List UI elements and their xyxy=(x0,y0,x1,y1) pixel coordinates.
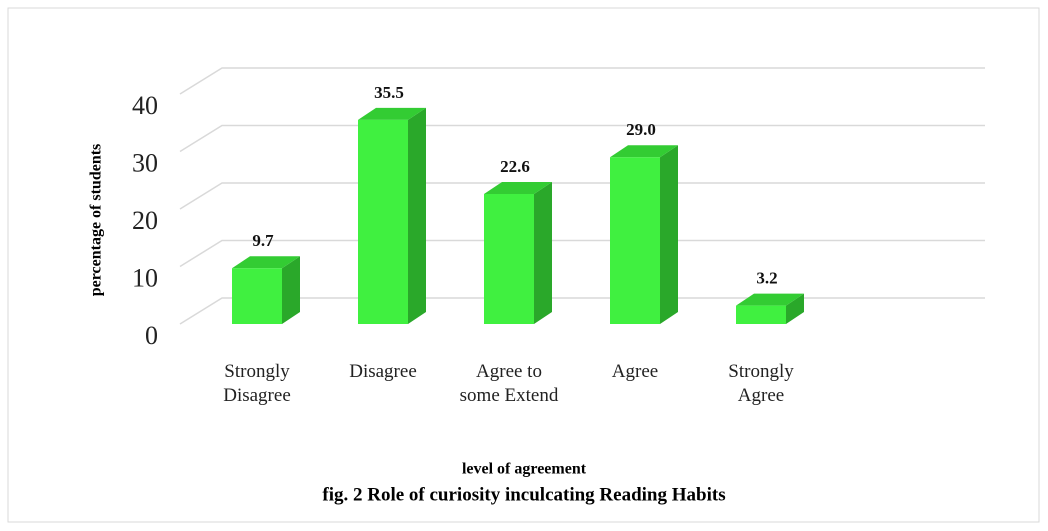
x-tick-label: Disagree xyxy=(349,361,417,382)
bar xyxy=(610,145,678,324)
bar xyxy=(736,293,804,324)
bar-side xyxy=(660,145,678,324)
grid-line xyxy=(179,182,985,210)
bar-side xyxy=(786,293,804,324)
grid-line xyxy=(179,239,985,268)
grid-line xyxy=(179,67,985,95)
bar xyxy=(358,107,426,324)
data-label: 35.5 xyxy=(374,83,404,102)
bar-front xyxy=(232,268,282,324)
y-axis-title: percentage of students xyxy=(88,144,105,297)
bar-front xyxy=(736,305,786,324)
bar-front xyxy=(484,194,534,324)
x-tick-label: Strongly Disagree xyxy=(223,361,291,406)
bar-front xyxy=(358,119,408,324)
bar-front xyxy=(610,157,660,324)
bar-top xyxy=(484,182,552,195)
x-axis-title: level of agreement xyxy=(462,461,587,478)
grid-line xyxy=(179,124,985,153)
bar-side xyxy=(534,182,552,324)
x-tick-label: Strongly Agree xyxy=(728,361,794,406)
data-label: 22.6 xyxy=(500,157,530,176)
bar-top xyxy=(358,107,426,120)
bar xyxy=(232,256,300,324)
chart-border xyxy=(7,7,1040,523)
bar-top xyxy=(736,293,804,306)
y-tick-label: 0 xyxy=(145,321,158,350)
bar-top xyxy=(232,256,300,269)
y-tick-label: 40 xyxy=(132,91,158,120)
y-tick-label: 20 xyxy=(132,206,158,235)
bar-top xyxy=(610,145,678,158)
y-tick-label: 10 xyxy=(132,263,158,292)
x-tick-label: Agree xyxy=(611,361,659,382)
grid-line xyxy=(179,297,985,325)
bar xyxy=(484,182,552,324)
data-label: 29.0 xyxy=(626,120,656,139)
bar-side xyxy=(282,256,300,324)
caption: fig. 2 Role of curiosity inculcating Rea… xyxy=(322,484,725,505)
data-label: 9.7 xyxy=(252,231,274,250)
bar-side xyxy=(408,107,426,324)
x-tick-label: Agree to some Extend xyxy=(459,361,559,406)
y-tick-label: 30 xyxy=(132,148,158,177)
data-label: 3.2 xyxy=(756,269,777,288)
